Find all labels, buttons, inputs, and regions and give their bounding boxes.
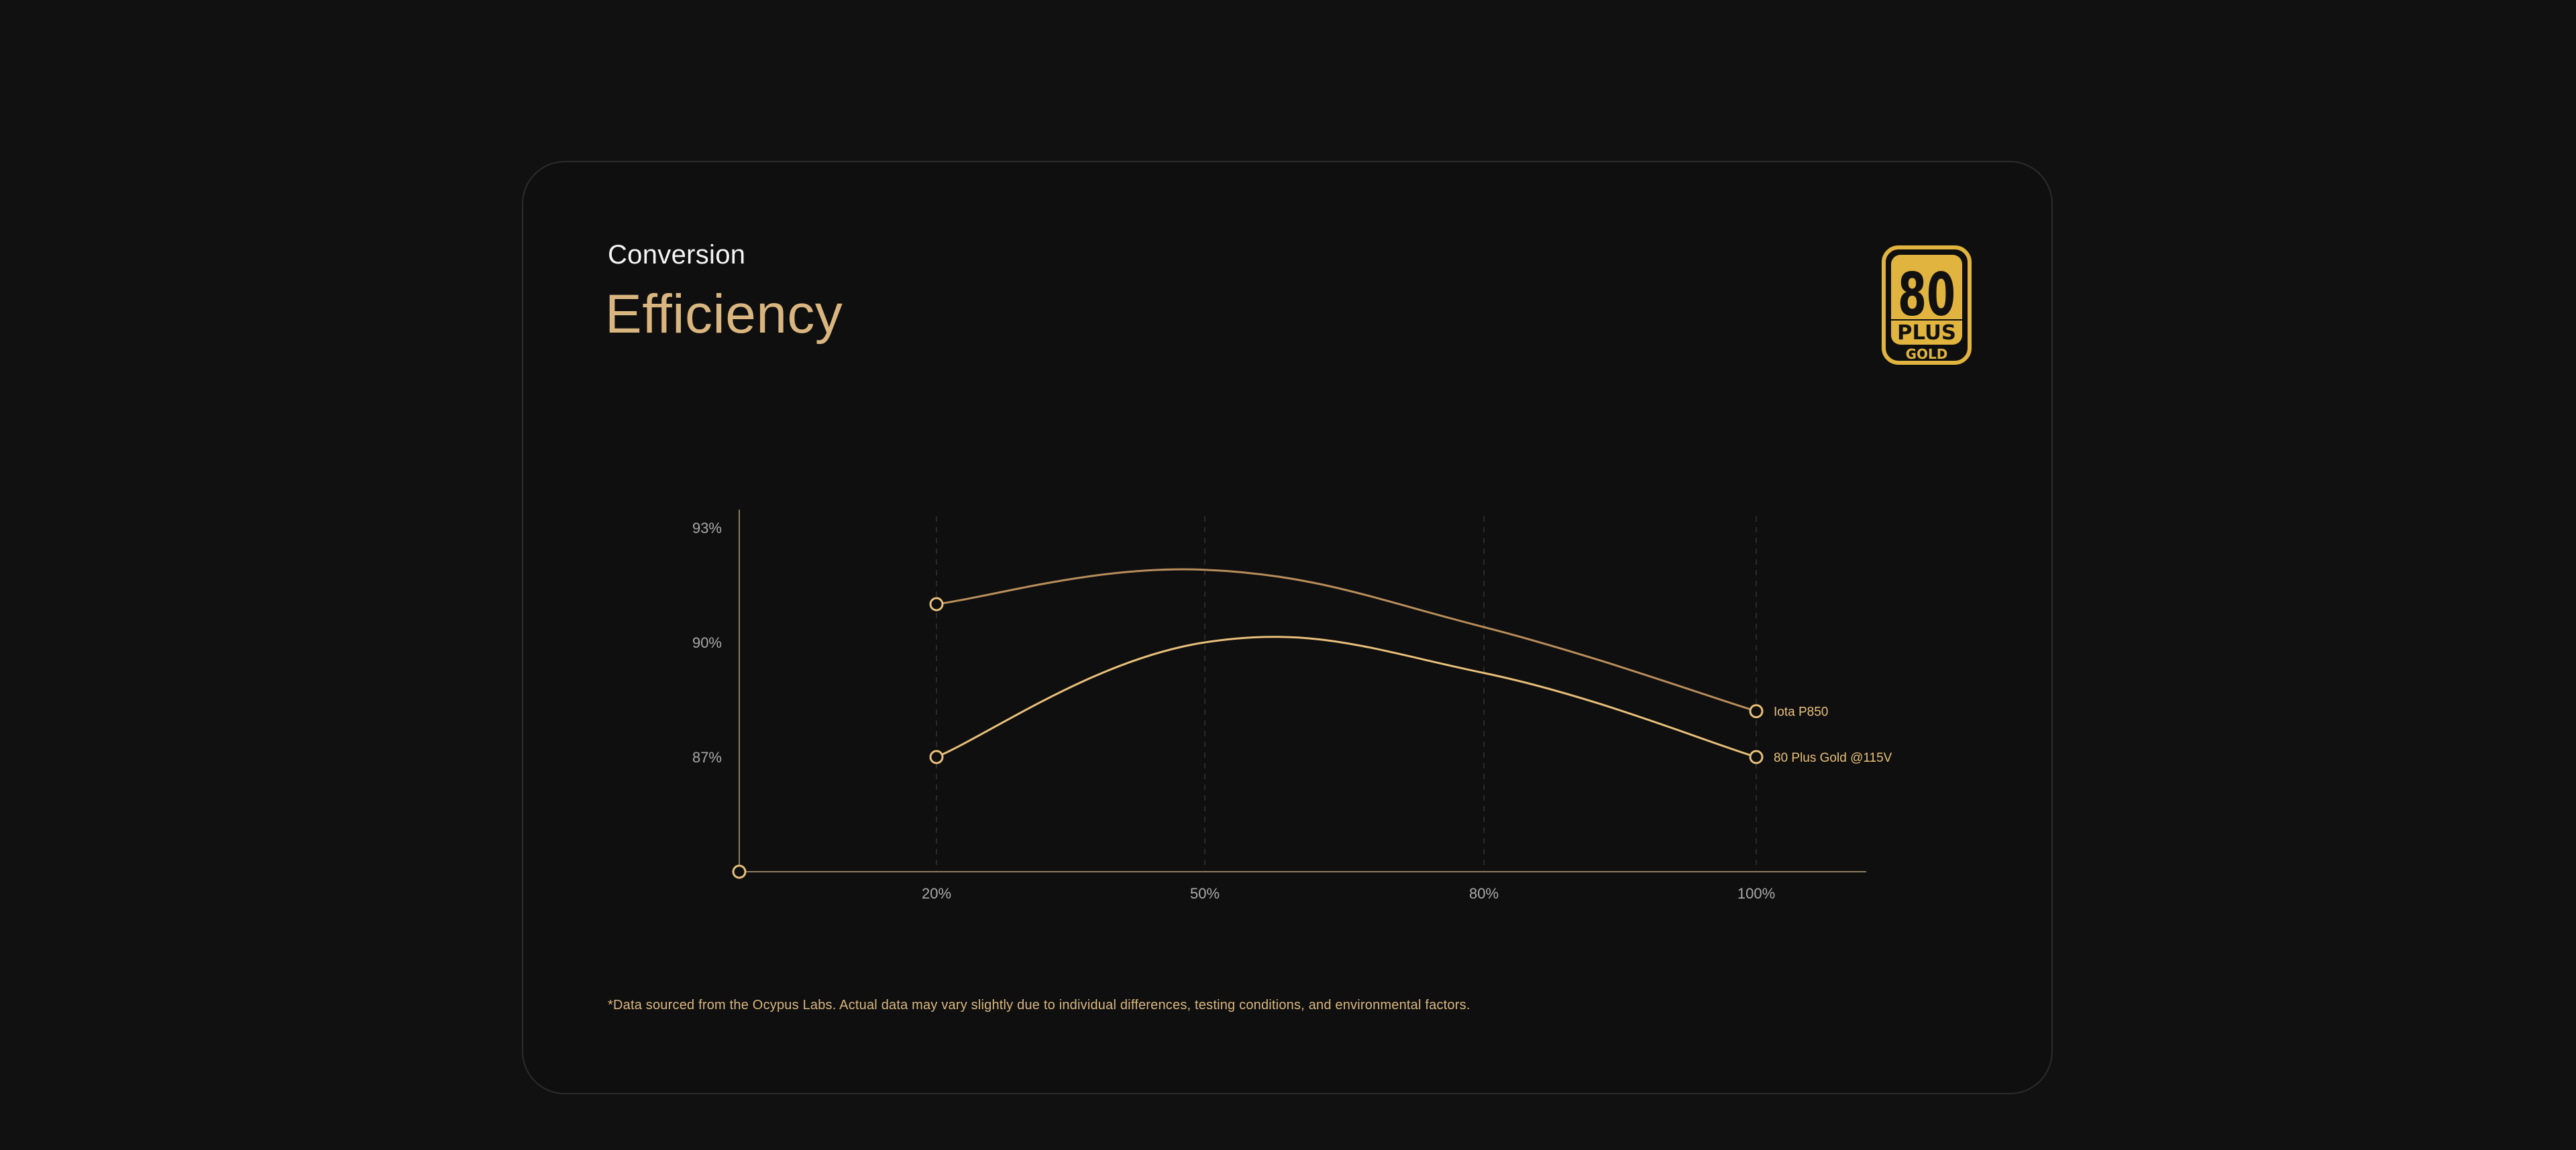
x-tick-label: 20% [922, 885, 951, 902]
series-point [1749, 750, 1764, 764]
x-tick-label: 80% [1469, 885, 1499, 902]
efficiency-line-chart: 93% 90% 87% 20% 50% 80% 100% Iota P850 80 Plus G… [692, 510, 1892, 902]
series-label: Iota P850 [1774, 705, 1828, 720]
80-plus-gold-badge-icon: 80 PLUS GOLD [1882, 245, 1972, 365]
y-tick-label: 90% [692, 634, 722, 651]
series-line [936, 636, 1757, 758]
efficiency-card: Conversion Efficiency 80 PLUS GOLD 93% 90… [522, 161, 2053, 1094]
section-title: Efficiency [605, 284, 843, 345]
x-tick-label: 50% [1190, 885, 1220, 902]
series-point [929, 597, 944, 612]
x-tick-label: 100% [1737, 885, 1775, 902]
series-label: 80 Plus Gold @115V [1774, 751, 1892, 765]
section-eyebrow: Conversion [608, 240, 746, 270]
series-point [929, 750, 944, 764]
y-tick-label: 87% [692, 749, 722, 766]
series-line [936, 568, 1757, 713]
badge-bottom-text: GOLD [1906, 346, 1948, 362]
origin-marker [732, 864, 747, 879]
y-tick-label: 93% [692, 520, 722, 536]
badge-middle-text: PLUS [1897, 321, 1956, 345]
data-footnote: *Data sourced from the Ocypus Labs. Actu… [608, 998, 1470, 1013]
series-point [1749, 704, 1764, 719]
badge-top-text: 80 [1898, 260, 1955, 329]
